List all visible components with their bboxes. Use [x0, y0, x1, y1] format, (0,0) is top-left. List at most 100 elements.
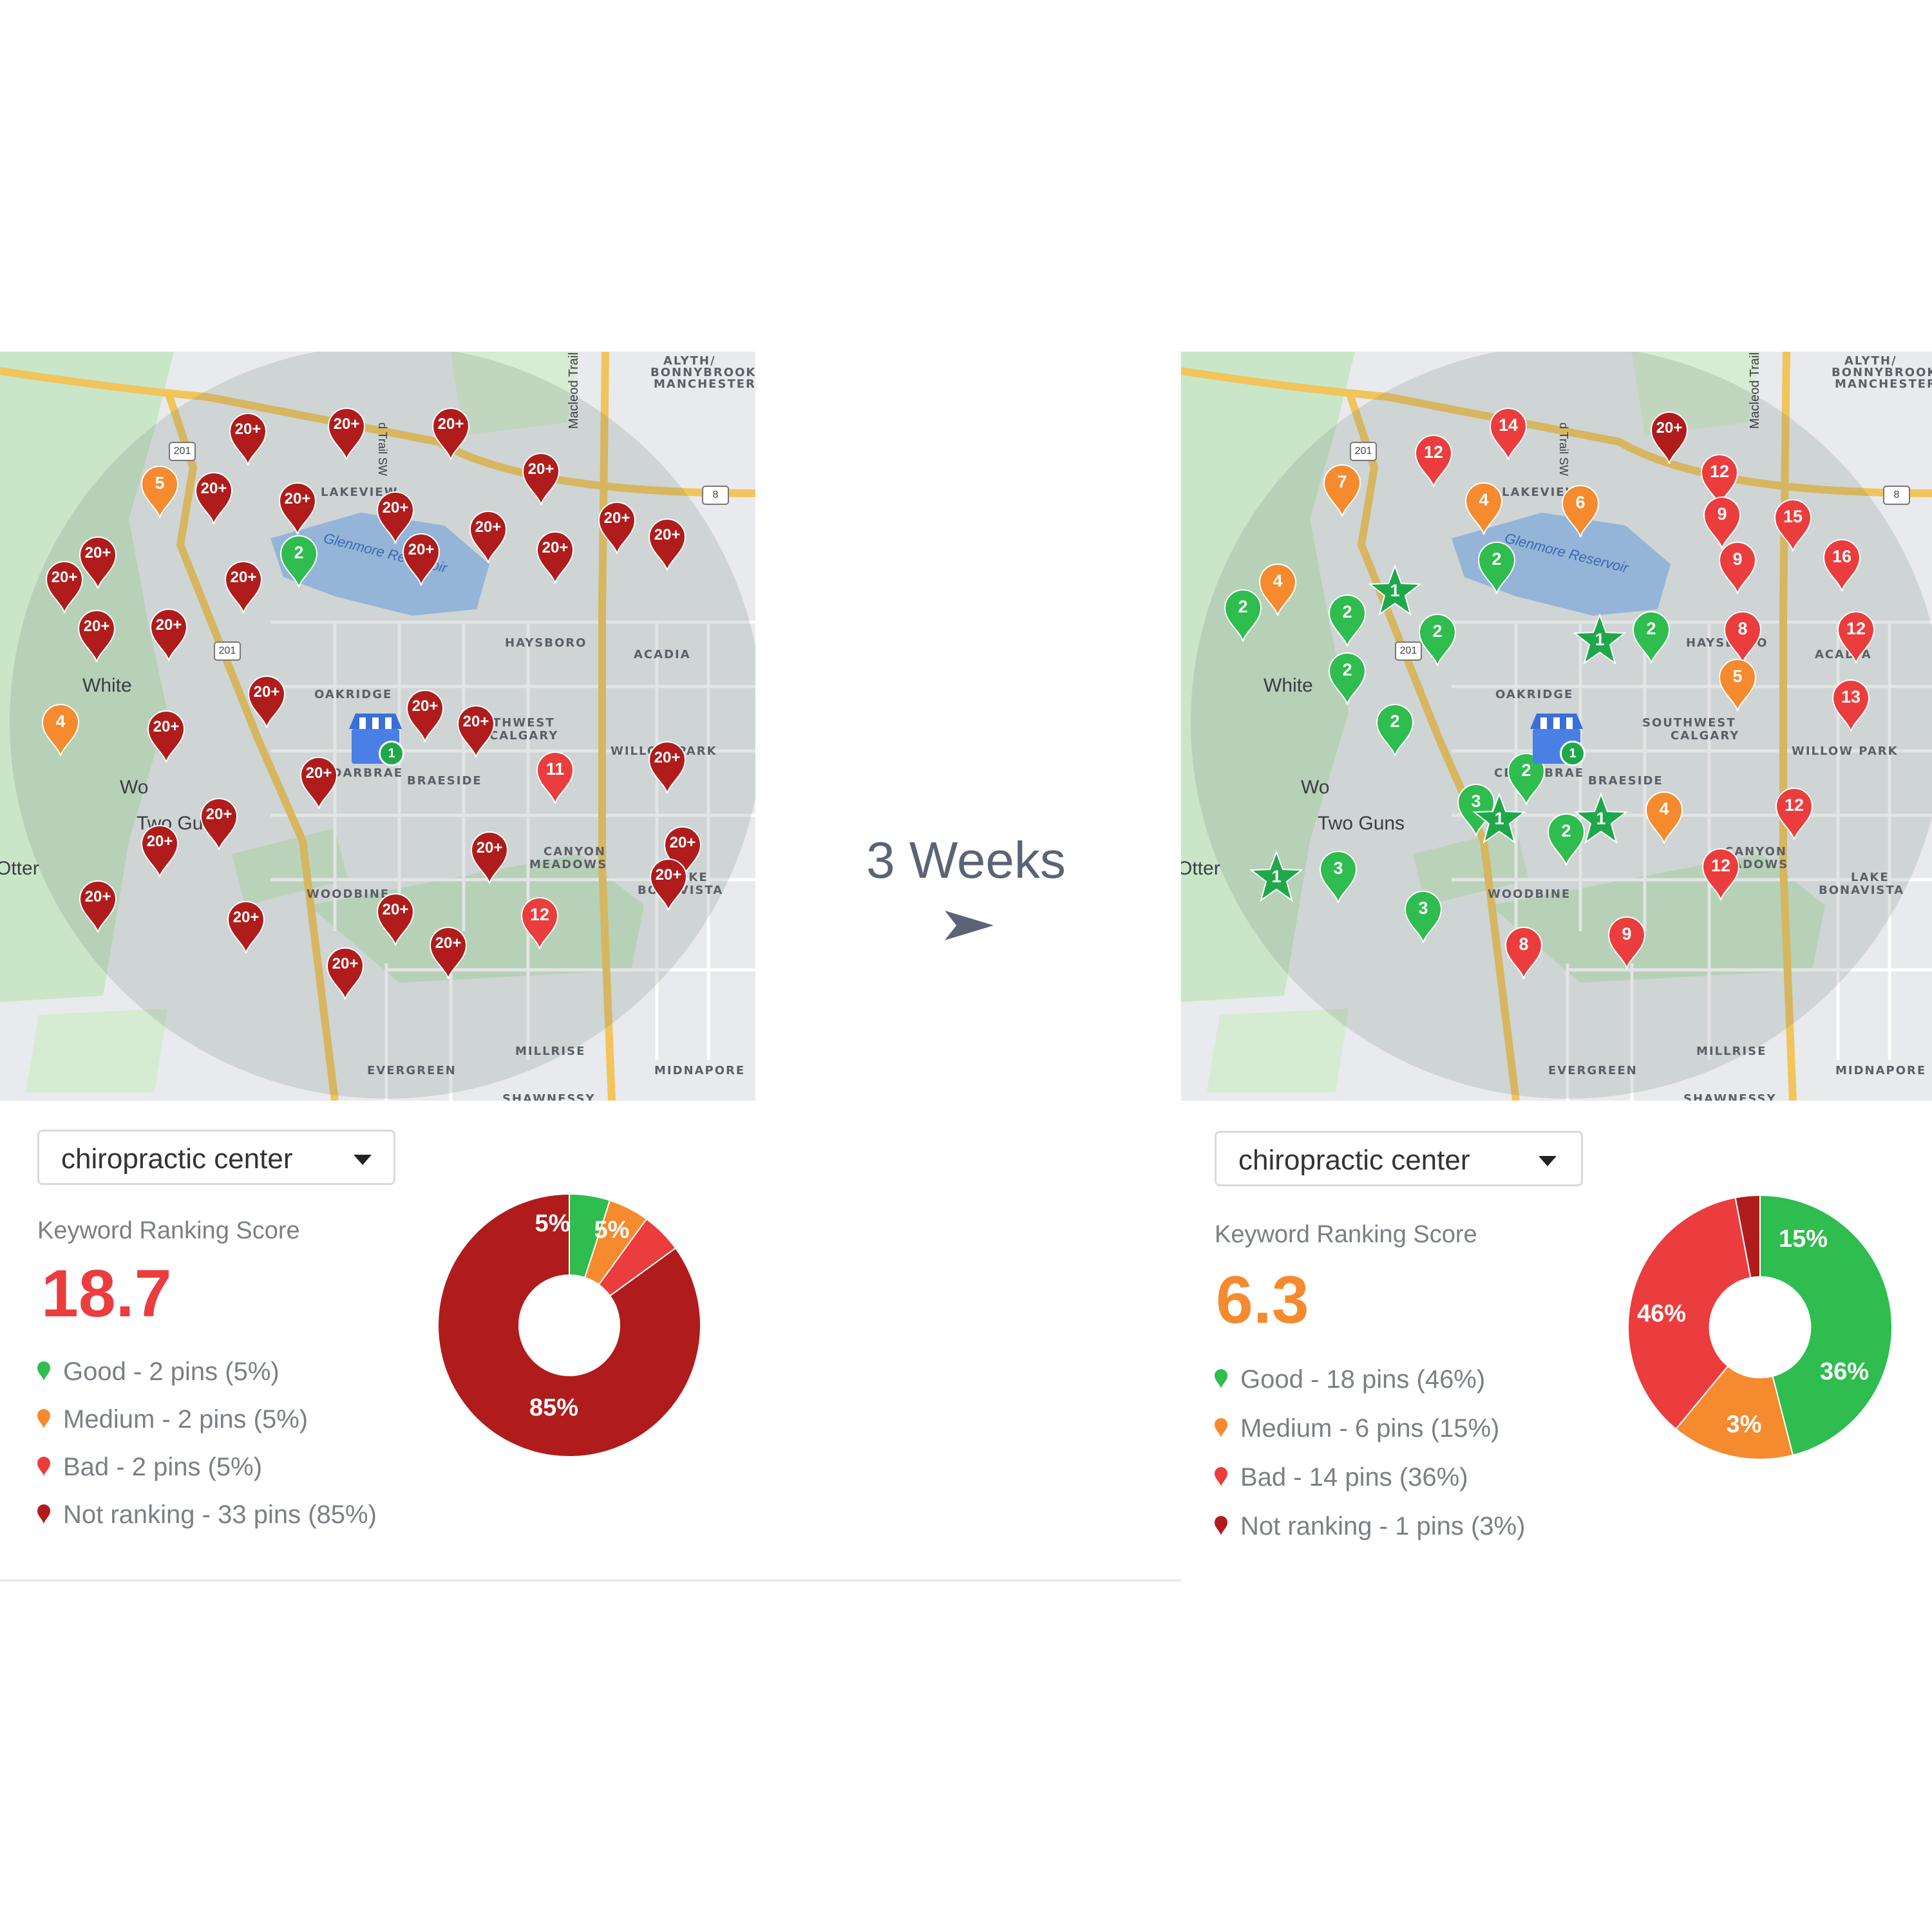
map-label-otter: Otter	[1181, 858, 1220, 879]
ranking-pin[interactable]: 12	[1700, 848, 1741, 902]
ranking-pin[interactable]: 8	[1722, 611, 1763, 665]
map-pin-icon	[200, 798, 238, 851]
top-rank-star[interactable]: 1	[1573, 613, 1627, 667]
pin-rank: 3	[1418, 898, 1428, 918]
donut-chart-after: 46% 15% 36% 3%	[1627, 1194, 1893, 1460]
top-rank-star[interactable]: 1	[1368, 564, 1422, 618]
ranking-pin[interactable]: 16	[1821, 538, 1862, 592]
ranking-pin[interactable]: 15	[1772, 498, 1814, 553]
ranking-pin[interactable]: 20+	[647, 741, 688, 795]
ranking-pin[interactable]: 4	[1463, 482, 1504, 536]
ranking-pin[interactable]: 4	[40, 703, 81, 757]
ranking-pin[interactable]: 20+	[146, 710, 187, 764]
ranking-pin[interactable]: 20+	[325, 947, 366, 1001]
ranking-pin[interactable]: 20+	[223, 560, 264, 614]
top-rank-star[interactable]: 1	[1249, 850, 1303, 904]
map-label-shawnessy: SHAWNESSY	[502, 1092, 596, 1101]
ranking-pin[interactable]: 2	[1546, 813, 1587, 867]
map-pin-icon	[140, 466, 179, 518]
map-after[interactable]: ALYTH/BONNYBROOK MANCHESTER LAKEVIEW OAKRID…	[1181, 352, 1932, 1101]
ranking-pin[interactable]: 20+	[404, 689, 446, 743]
ranking-pin[interactable]: 20+	[225, 900, 267, 954]
ranking-pin[interactable]: 2	[1417, 613, 1458, 667]
ranking-pin[interactable]: 20+	[77, 880, 118, 934]
ranking-pin[interactable]: 9	[1701, 496, 1743, 550]
ranking-pin[interactable]: 8	[1503, 926, 1544, 980]
ranking-pin[interactable]: 2	[1222, 589, 1264, 643]
ranking-pin[interactable]: 5	[139, 465, 180, 519]
map-label-oakridge: OAKRIDGE	[314, 688, 393, 701]
ranking-pin[interactable]: 20+	[193, 471, 234, 526]
ranking-pin[interactable]: 20+	[375, 893, 416, 947]
pin-rank: 20+	[654, 749, 681, 766]
ranking-pin[interactable]: 2	[278, 535, 319, 589]
ranking-pin[interactable]: 12	[519, 896, 560, 951]
map-pin-icon	[77, 610, 116, 663]
map-label-canyon2: MEADOWS	[529, 858, 608, 871]
ranking-pin[interactable]: 20+	[469, 831, 510, 885]
ranking-pin[interactable]: 14	[1488, 407, 1529, 461]
ranking-pin[interactable]: 20+	[375, 491, 416, 545]
ranking-pin[interactable]: 20+	[44, 560, 85, 614]
ranking-pin[interactable]: 3	[1318, 850, 1359, 904]
ranking-pin[interactable]: 12	[1699, 453, 1740, 507]
pin-rank: 20+	[655, 866, 682, 884]
ranking-pin[interactable]: 20+	[647, 518, 688, 572]
ranking-pin[interactable]: 20+	[535, 531, 576, 585]
keyword-dropdown-before[interactable]: chiropractic center	[37, 1130, 395, 1185]
ranking-pin[interactable]: 2	[1327, 652, 1368, 706]
ranking-pin[interactable]: 20+	[596, 501, 638, 555]
pin-rank: 20+	[84, 544, 111, 562]
ranking-pin[interactable]: 4	[1643, 791, 1685, 845]
ranking-pin[interactable]: 20+	[648, 858, 689, 912]
ranking-pin[interactable]: 20+	[1649, 411, 1690, 465]
map-pin-icon	[1700, 454, 1739, 507]
ranking-pin[interactable]: 20+	[430, 407, 471, 461]
ranking-pin[interactable]: 7	[1321, 464, 1363, 518]
ranking-pin[interactable]: 12	[1835, 611, 1877, 665]
ranking-pin[interactable]: 20+	[148, 608, 189, 662]
top-rank-star[interactable]: 1	[1574, 792, 1628, 846]
ranking-pin[interactable]: 20+	[468, 510, 509, 564]
ranking-pin[interactable]: 2	[1506, 752, 1547, 806]
ranking-pin[interactable]: 20+	[401, 533, 442, 587]
map-before[interactable]: ALYTH/BONNYBROOK MANCHESTER LAKEVIEW OAKRID…	[0, 352, 755, 1101]
donut-label: 15%	[1779, 1226, 1828, 1253]
ranking-pin[interactable]: 20+	[77, 536, 118, 590]
ranking-pin[interactable]: 2	[1476, 541, 1517, 595]
ranking-pin[interactable]: 20+	[139, 824, 180, 878]
legend-text: Medium - 6 pins (15%)	[1240, 1414, 1500, 1443]
ranking-pin[interactable]: 12	[1413, 434, 1454, 488]
keyword-dropdown-after[interactable]: chiropractic center	[1215, 1131, 1583, 1186]
ranking-pin[interactable]: 2	[1631, 611, 1672, 665]
top-rank-star[interactable]: 1	[1472, 792, 1526, 846]
ranking-pin[interactable]: 2	[1374, 703, 1416, 757]
ranking-pin[interactable]: 20+	[298, 756, 339, 810]
ranking-pin[interactable]: 20+	[520, 452, 562, 506]
ranking-pin[interactable]: 20+	[246, 675, 287, 729]
ranking-pin[interactable]: 12	[1774, 787, 1815, 841]
ranking-pin[interactable]: 2	[1327, 594, 1368, 648]
ranking-pin[interactable]: 3	[1403, 890, 1444, 944]
ranking-pin[interactable]: 20+	[428, 926, 469, 980]
ranking-pin[interactable]: 20+	[662, 826, 703, 880]
map-label-canyon1: CANYON	[1725, 845, 1787, 858]
ranking-pin[interactable]: 13	[1830, 679, 1871, 733]
ranking-pin[interactable]: 11	[535, 751, 576, 805]
ranking-pin[interactable]: 20+	[227, 412, 269, 466]
ranking-pin[interactable]: 20+	[198, 797, 240, 851]
ranking-pin[interactable]: 20+	[455, 705, 497, 759]
legend-text: Bad - 14 pins (36%)	[1240, 1463, 1468, 1492]
ranking-pin[interactable]: 5	[1717, 658, 1758, 712]
ranking-pin[interactable]: 20+	[326, 407, 367, 461]
ranking-pin[interactable]: 20+	[76, 609, 117, 663]
ranking-pin[interactable]: 9	[1606, 916, 1647, 970]
business-location[interactable]: 1	[345, 710, 406, 770]
ranking-pin[interactable]: 4	[1257, 563, 1298, 617]
ranking-pin[interactable]: 6	[1560, 484, 1601, 538]
business-location[interactable]: 1	[1526, 710, 1587, 770]
map-label-lake1: LAKE	[1851, 871, 1889, 884]
ranking-pin[interactable]: 20+	[277, 482, 318, 536]
ranking-pin[interactable]: 9	[1717, 541, 1758, 595]
pin-rank: 1	[1390, 581, 1400, 600]
